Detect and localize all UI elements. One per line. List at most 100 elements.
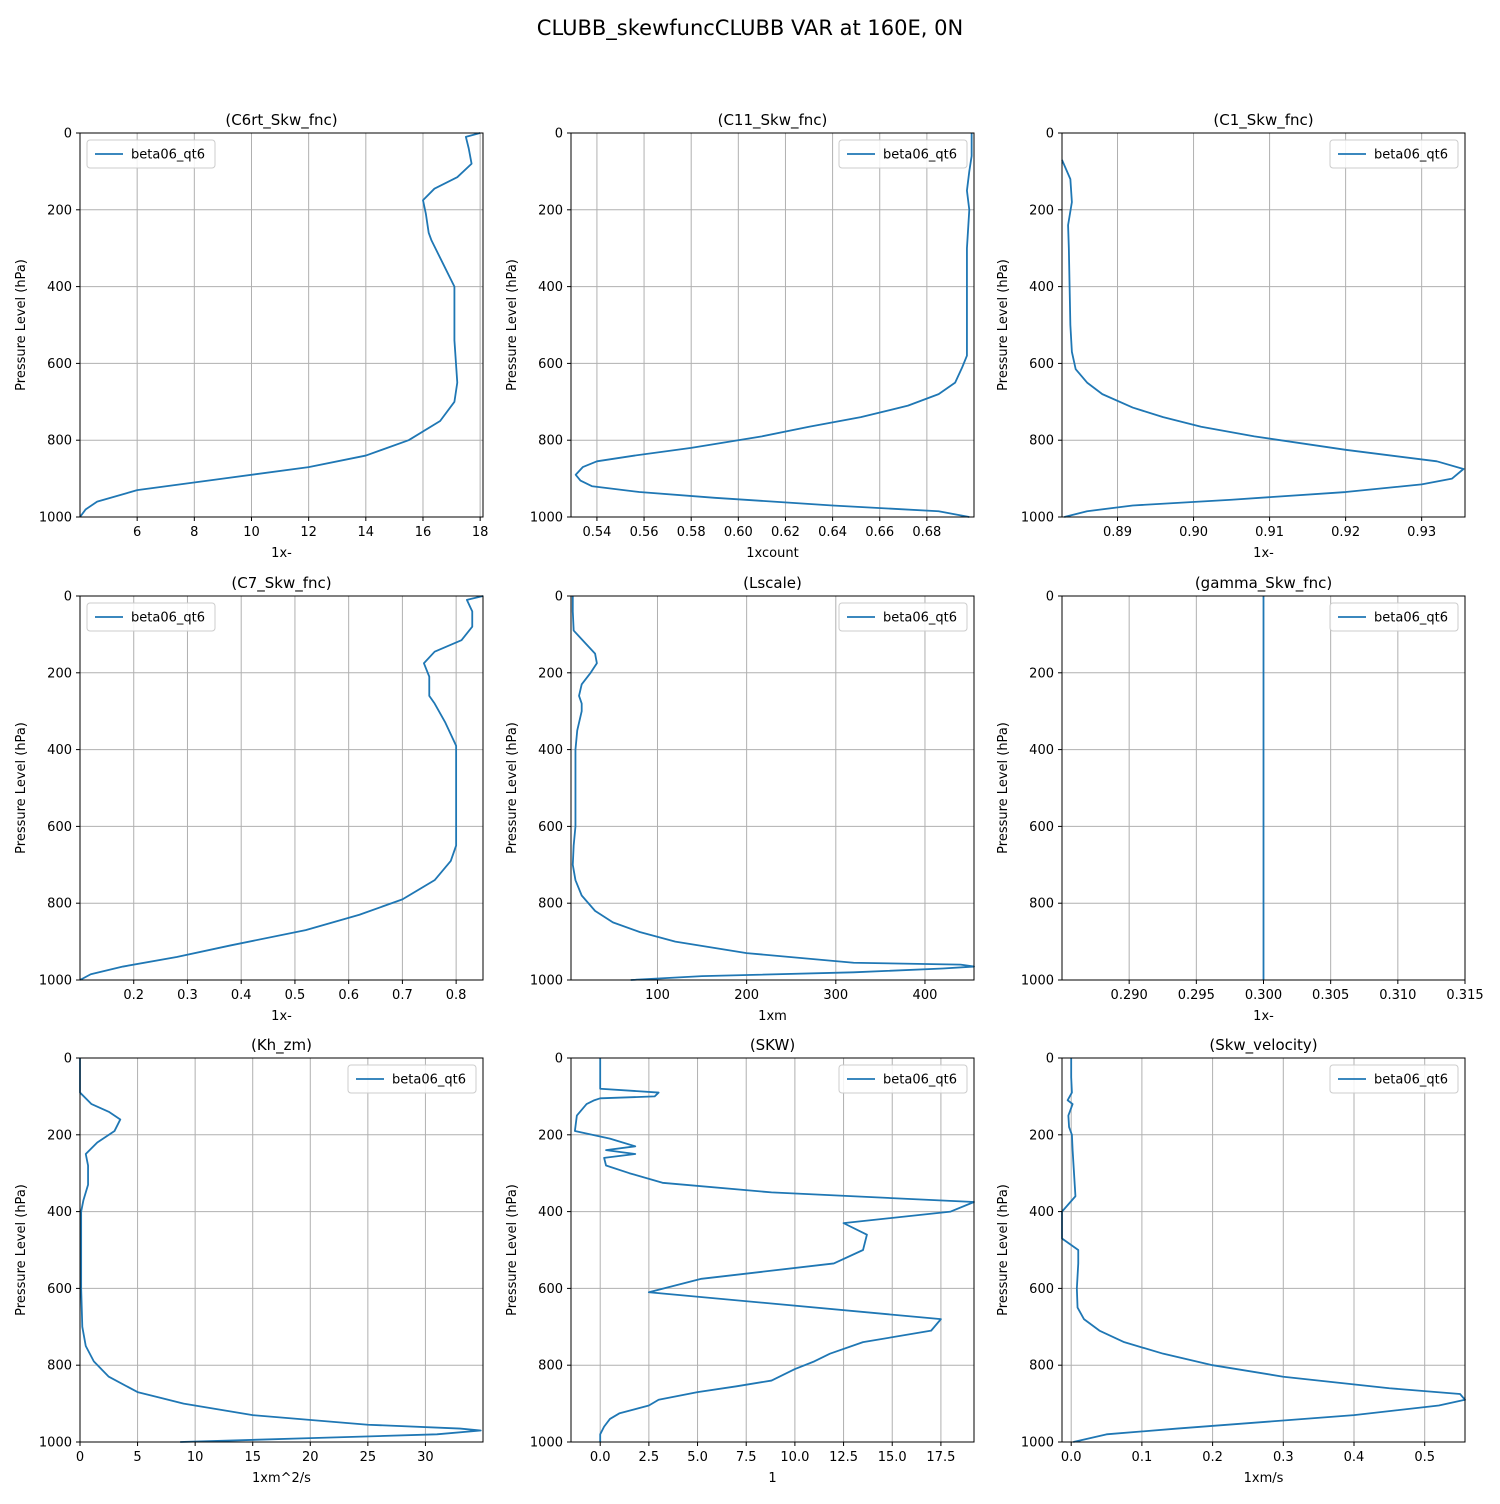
panel-9-ytick-label: 0 [1046, 1052, 1054, 1067]
panel-3-axes-frame [1061, 132, 1466, 518]
panel-7-title: (Kh_zm) [251, 1036, 312, 1055]
panel-9-xtick-label: 0.3 [1273, 1450, 1294, 1465]
panel-7-xtick-label: 25 [360, 1450, 377, 1465]
panel-8-ytick-label: 0 [555, 1052, 563, 1067]
panel-8-axes-frame [570, 1057, 975, 1443]
panel-7-ytick-label: 600 [47, 1282, 72, 1297]
panel-4-xtick-label: 0.4 [231, 988, 252, 1003]
panel-7-legend-label: beta06_qt6 [392, 1073, 466, 1088]
panel-9-xtick-label: 0.0 [1061, 1450, 1082, 1465]
panel-9-ytick-label: 1000 [1021, 1436, 1054, 1451]
panel-7-xtick-label: 15 [244, 1450, 261, 1465]
panel-2-ytick-label: 400 [538, 280, 563, 295]
panel-2-legend [838, 139, 968, 169]
panel-4-title: (C7_Skw_fnc) [231, 574, 331, 593]
panel-7-ytick-label: 800 [47, 1359, 72, 1374]
panel-1-ytick-label: 200 [47, 203, 72, 218]
panel-9-xtick-label: 0.5 [1414, 1450, 1435, 1465]
panel-1-ytick-label: 400 [47, 280, 72, 295]
panel-2-title: (C11_Skw_fnc) [718, 111, 828, 130]
panel-1-legend-label: beta06_qt6 [131, 148, 205, 163]
panel-5-xtick-label: 100 [645, 988, 670, 1003]
panel-7-xtick-label: 30 [417, 1450, 434, 1465]
panel-4-xlabel: 1x- [271, 1009, 292, 1024]
panel-6-legend [1329, 602, 1459, 632]
panel-5-ytick-label: 0 [555, 590, 563, 605]
panel-2-xtick-label: 0.58 [677, 525, 706, 540]
panel-3-legend [1329, 139, 1459, 169]
panel-6-ytick-label: 0 [1046, 590, 1054, 605]
panel-4-ytick-label: 400 [47, 743, 72, 758]
figure-title: CLUBB_skewfuncCLUBB VAR at 160E, 0N [536, 16, 964, 40]
panel-1-xtick-label: 10 [243, 525, 260, 540]
panel-3-ylabel: Pressure Level (hPa) [996, 259, 1011, 391]
panel-3-ytick-label: 400 [1029, 280, 1054, 295]
panel-8-series-line [573, 1058, 975, 1442]
panel-6-xtick-label: 0.290 [1111, 988, 1148, 1003]
panel-3-xtick-label: 0.91 [1255, 525, 1284, 540]
panel-8-xtick-label: 7.5 [736, 1450, 757, 1465]
panel-8-xtick-label: 0.0 [590, 1450, 611, 1465]
panel-4-series-line [79, 595, 484, 981]
panel-6-ylabel: Pressure Level (hPa) [996, 722, 1011, 854]
panel-7-ytick-label: 400 [47, 1205, 72, 1220]
panel-2-xtick-label: 0.60 [724, 525, 753, 540]
panel-9-legend-label: beta06_qt6 [1374, 1073, 1448, 1088]
panel-4-xtick-label: 0.3 [177, 988, 198, 1003]
panel-6-ytick-label: 400 [1029, 743, 1054, 758]
panel-9-ytick-label: 400 [1029, 1205, 1054, 1220]
panel-1-xtick-label: 8 [190, 525, 198, 540]
panel-2-xtick-label: 0.56 [630, 525, 659, 540]
panel-3-ytick-label: 1000 [1021, 511, 1054, 526]
panel-2-xtick-label: 0.62 [771, 525, 800, 540]
panel-2-xlabel: 1xcount [746, 546, 798, 561]
panel-4-legend-label: beta06_qt6 [131, 611, 205, 626]
panel-1-axes-frame [79, 132, 484, 518]
panel-9-xtick-label: 0.1 [1132, 1450, 1153, 1465]
panel-2-legend-label: beta06_qt6 [883, 148, 957, 163]
panel-2-xtick-label: 0.64 [818, 525, 847, 540]
panel-3-ytick-label: 200 [1029, 203, 1054, 218]
panel-3-legend-label: beta06_qt6 [1374, 148, 1448, 163]
panel-8-xlabel: 1 [768, 1471, 776, 1486]
panel-8-xtick-label: 2.5 [639, 1450, 660, 1465]
panel-8-xtick-label: 12.5 [829, 1450, 858, 1465]
panel-7-xtick-label: 20 [302, 1450, 319, 1465]
panel-3-xtick-label: 0.89 [1103, 525, 1132, 540]
panel-8-ytick-label: 1000 [530, 1436, 563, 1451]
panel-1-ylabel: Pressure Level (hPa) [14, 259, 29, 391]
panel-5-ytick-label: 200 [538, 666, 563, 681]
panel-7-ylabel: Pressure Level (hPa) [14, 1184, 29, 1316]
panel-2-ytick-label: 200 [538, 203, 563, 218]
panel-3-xlabel: 1x- [1253, 546, 1274, 561]
panel-2-ytick-label: 800 [538, 434, 563, 449]
panel-2-xtick-label: 0.54 [582, 525, 611, 540]
panel-2-ytick-label: 1000 [530, 511, 563, 526]
panel-5-legend [838, 602, 968, 632]
panel-3-ytick-label: 600 [1029, 357, 1054, 372]
panel-5-axes-frame [570, 595, 975, 981]
panel-1-xtick-label: 14 [358, 525, 375, 540]
panel-4-axes-frame [79, 595, 484, 981]
panel-5-ylabel: Pressure Level (hPa) [505, 722, 520, 854]
panel-9-axes-frame [1061, 1057, 1466, 1443]
panel-5-series-line [571, 596, 975, 981]
panel-1-xtick-label: 6 [133, 525, 141, 540]
panel-7-ytick-label: 200 [47, 1128, 72, 1143]
panel-9-series-line [1061, 1058, 1466, 1443]
panel-2-axes-frame [570, 132, 975, 518]
panel-2-series-line [574, 133, 973, 518]
panel-6-ytick-label: 1000 [1021, 974, 1054, 989]
panel-8-xtick-label: 15.0 [878, 1450, 907, 1465]
panel-1-ytick-label: 1000 [39, 511, 72, 526]
panel-9-title: (Skw_velocity) [1209, 1036, 1317, 1055]
panel-5-title: (Lscale) [743, 574, 802, 592]
panel-6-xtick-label: 0.315 [1446, 988, 1483, 1003]
panel-6-xlabel: 1x- [1253, 1009, 1274, 1024]
panel-9-ytick-label: 600 [1029, 1282, 1054, 1297]
panel-6-legend-label: beta06_qt6 [1374, 611, 1448, 626]
panel-7-axes-frame [79, 1057, 484, 1443]
panel-4-ytick-label: 800 [47, 897, 72, 912]
panel-3-xtick-label: 0.92 [1331, 525, 1360, 540]
panel-9-ytick-label: 800 [1029, 1359, 1054, 1374]
